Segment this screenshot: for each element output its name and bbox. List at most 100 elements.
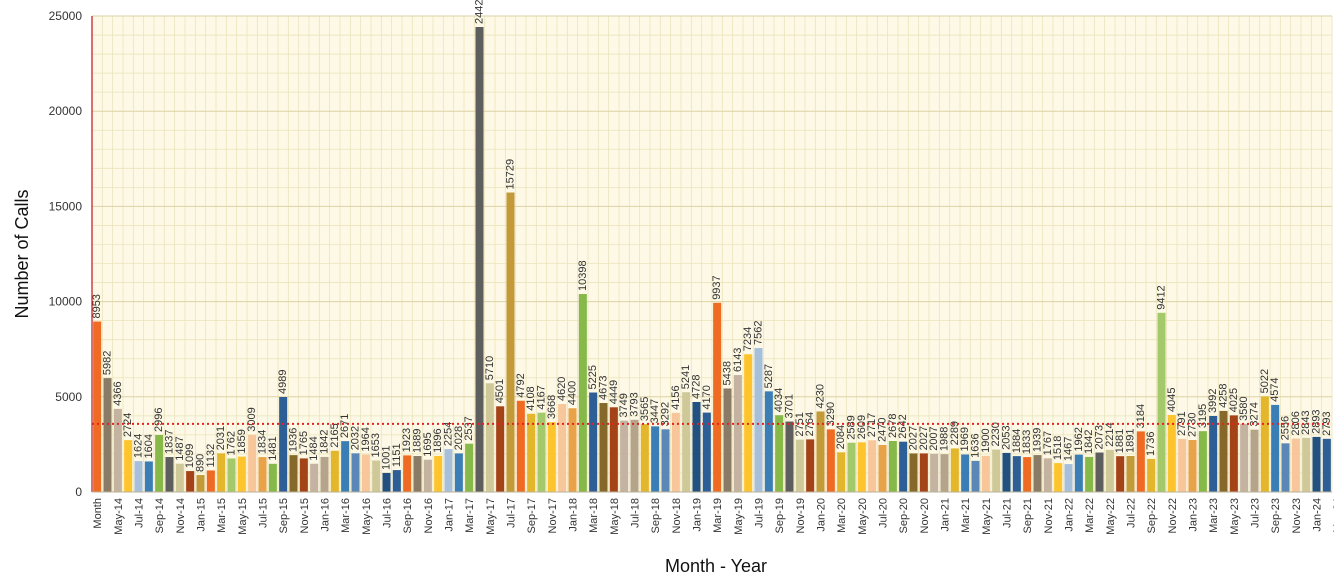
data-label: 1765	[298, 431, 310, 455]
data-label: 3274	[1249, 402, 1261, 426]
bar	[723, 388, 732, 492]
bar	[465, 443, 474, 492]
x-tick-label: May-16	[361, 498, 373, 535]
data-label: 2806	[1290, 411, 1302, 435]
bar	[1188, 440, 1197, 492]
x-tick-label: Mar-24	[1332, 498, 1334, 533]
x-tick-label: Mar-21	[960, 498, 972, 533]
data-label: 1962	[1073, 427, 1085, 451]
bar	[1271, 404, 1280, 492]
y-tick-label: 25000	[49, 9, 83, 23]
data-label: 5982	[102, 351, 114, 375]
data-label: 890	[195, 454, 207, 472]
bar	[485, 383, 494, 492]
bar	[992, 449, 1001, 492]
bar	[857, 442, 866, 492]
bar	[754, 348, 763, 492]
x-tick-label: Sep-14	[154, 498, 166, 533]
data-label: 4170	[701, 385, 713, 409]
bar	[1116, 456, 1125, 492]
x-tick-label: May-22	[1105, 498, 1117, 535]
bar	[1157, 312, 1166, 492]
bar	[258, 457, 267, 492]
data-label: 1988	[939, 427, 951, 451]
bar	[764, 391, 773, 492]
data-label: 2007	[928, 426, 940, 450]
bar	[516, 400, 525, 492]
bar	[341, 441, 350, 492]
data-label: 2751	[794, 412, 806, 436]
data-label: 1842	[319, 429, 331, 453]
data-label: 2470	[877, 417, 889, 441]
data-label: 3793	[629, 392, 641, 416]
bar	[268, 463, 277, 492]
data-label: 24422	[474, 0, 486, 24]
x-tick-label: Mar-22	[1084, 498, 1096, 533]
bar	[919, 453, 928, 492]
bar	[733, 375, 742, 492]
y-tick-labels: 0 5000 10000 15000 20000 25000	[49, 9, 83, 499]
data-label: 5022	[1259, 369, 1271, 393]
bar	[113, 408, 122, 492]
data-label: 4230	[815, 384, 827, 408]
x-tick-label: May-18	[609, 498, 621, 535]
bar	[1167, 414, 1176, 492]
data-label: 1487	[174, 436, 186, 460]
bar	[961, 454, 970, 492]
x-tick-label: Jul-20	[878, 498, 890, 528]
bar	[878, 444, 887, 492]
x-tick-label: Jul-16	[382, 498, 394, 528]
x-tick-label: Sep-23	[1270, 498, 1282, 533]
x-tick-label: Nov-20	[919, 498, 931, 533]
data-label: 9937	[711, 275, 723, 299]
bar	[837, 452, 846, 492]
data-label: 2609	[856, 415, 868, 439]
bar	[248, 434, 257, 492]
data-label: 4156	[670, 385, 682, 409]
bar	[454, 453, 463, 492]
bar	[578, 294, 587, 492]
x-tick-label: Nov-22	[1167, 498, 1179, 533]
data-label: 2793	[1321, 411, 1333, 435]
x-tick-label: Jan-24	[1312, 498, 1324, 532]
data-label: 2027	[918, 426, 930, 450]
bar	[547, 422, 556, 492]
data-label: 4449	[608, 380, 620, 404]
data-label: 2717	[866, 413, 878, 437]
x-tick-label: Sep-20	[898, 498, 910, 533]
bar	[434, 455, 443, 492]
data-label: 1859	[236, 429, 248, 453]
bar	[1105, 449, 1114, 492]
bar	[330, 450, 339, 492]
data-label: 10398	[577, 260, 589, 291]
x-tick-label: Nov-21	[1043, 498, 1055, 533]
data-label: 2724	[122, 413, 134, 437]
data-label: 15729	[505, 159, 517, 190]
data-label: 2678	[887, 414, 899, 438]
x-tick-label: Nov-18	[671, 498, 683, 533]
bar	[1291, 438, 1300, 492]
bar	[826, 429, 835, 492]
bar	[930, 453, 939, 492]
bar	[1095, 452, 1104, 492]
data-label: 5241	[680, 365, 692, 389]
x-tick-label: Jul-15	[258, 498, 270, 528]
bar	[310, 463, 319, 492]
data-label: 3009	[246, 407, 258, 431]
x-tick-label: Nov-16	[423, 498, 435, 533]
bar	[537, 412, 546, 492]
x-tick-label: Jul-23	[1250, 498, 1262, 528]
y-axis-label: Number of Calls	[12, 189, 32, 318]
data-label: 3447	[649, 399, 661, 423]
data-label: 1767	[1042, 431, 1054, 455]
data-label: 1636	[970, 433, 982, 457]
data-label: 1001	[381, 445, 393, 469]
x-tick-label: Month	[92, 498, 104, 529]
x-tick-label: Jan-18	[568, 498, 580, 532]
data-label: 1896	[432, 428, 444, 452]
bar	[1002, 452, 1011, 492]
bar	[1033, 455, 1042, 492]
x-tick-label: May-19	[733, 498, 745, 535]
bar	[206, 470, 215, 492]
